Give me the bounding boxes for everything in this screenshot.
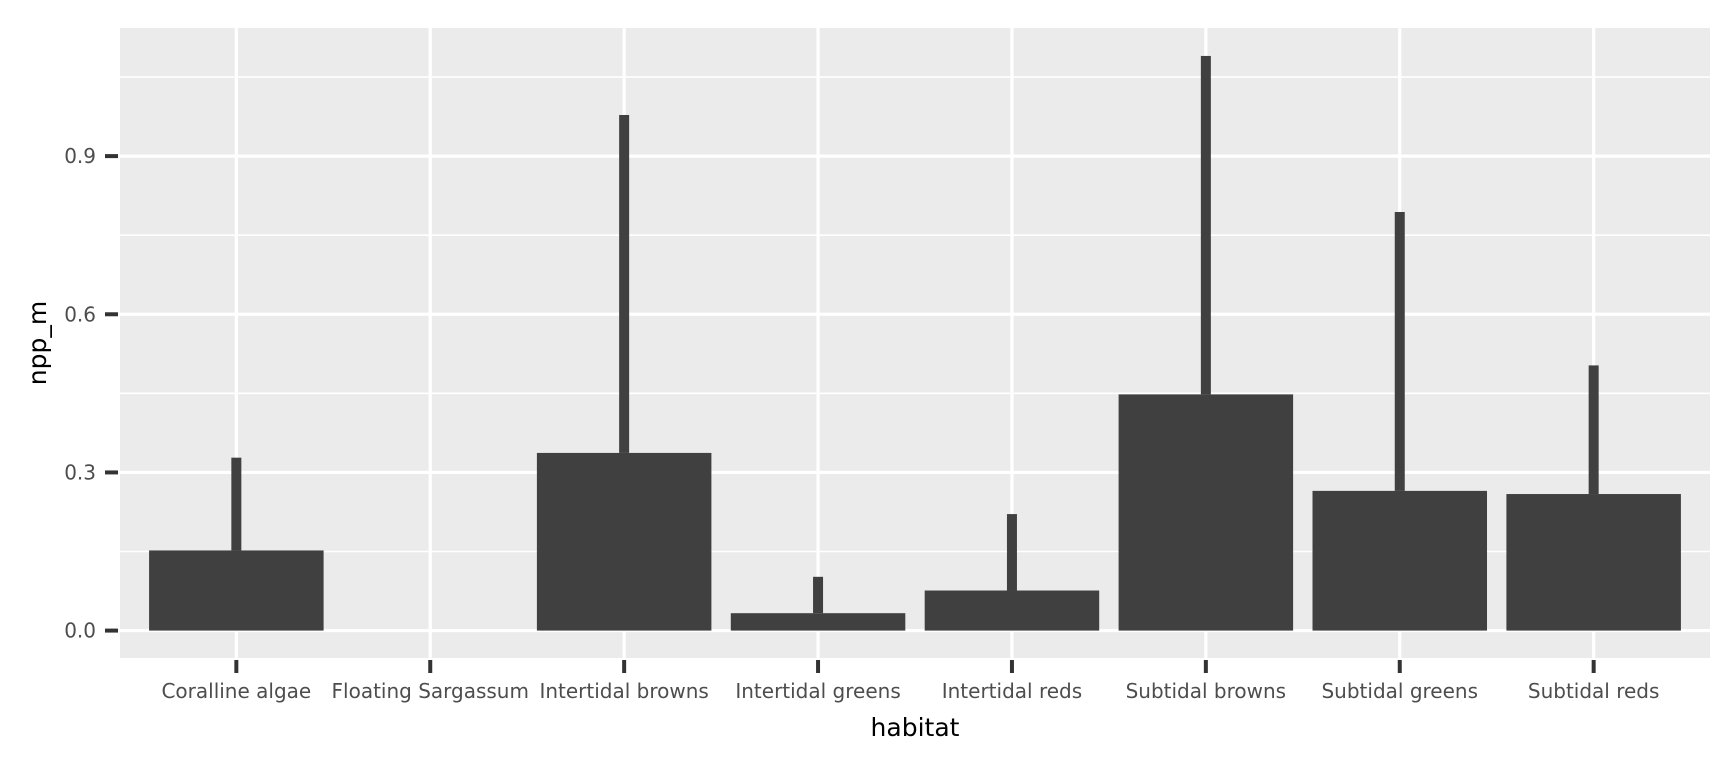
- error-bar: [619, 114, 630, 453]
- x-tick-label: Subtidal browns: [1126, 679, 1287, 703]
- error-bar: [1006, 514, 1017, 591]
- y-tick-label: 0.6: [64, 302, 96, 326]
- x-tick-label: Subtidal reds: [1528, 679, 1660, 703]
- bar: [1506, 494, 1681, 631]
- y-tick-label: 0.3: [64, 460, 96, 484]
- x-tick-label: Intertidal browns: [539, 679, 708, 703]
- error-bar: [1588, 365, 1599, 495]
- error-bar: [231, 457, 242, 551]
- bar: [730, 613, 906, 631]
- y-axis-title: npp_m: [23, 301, 52, 385]
- x-tick-label: Intertidal greens: [735, 679, 900, 703]
- y-tick-label: 0.9: [64, 144, 96, 168]
- x-tick-label: Subtidal greens: [1321, 679, 1478, 703]
- x-axis-title: habitat: [871, 713, 960, 742]
- x-tick-label: Coralline algae: [161, 679, 311, 703]
- bars: [149, 394, 1681, 631]
- error-bar: [813, 576, 824, 614]
- x-axis: Coralline algae Floating Sargassum Interti…: [161, 660, 1659, 703]
- x-tick-label: Floating Sargassum: [332, 679, 529, 703]
- bar: [536, 452, 712, 631]
- y-tick-label: 0.0: [64, 619, 96, 643]
- error-bar: [1200, 55, 1211, 395]
- bar: [1118, 394, 1294, 631]
- x-tick-label: Intertidal reds: [942, 679, 1082, 703]
- y-axis: 0.0 0.3 0.6 0.9: [64, 144, 118, 643]
- bar: [1312, 490, 1488, 631]
- bar: [149, 550, 324, 631]
- error-bar: [1394, 211, 1405, 491]
- error-bars: [231, 55, 1599, 614]
- bar: [924, 590, 1100, 631]
